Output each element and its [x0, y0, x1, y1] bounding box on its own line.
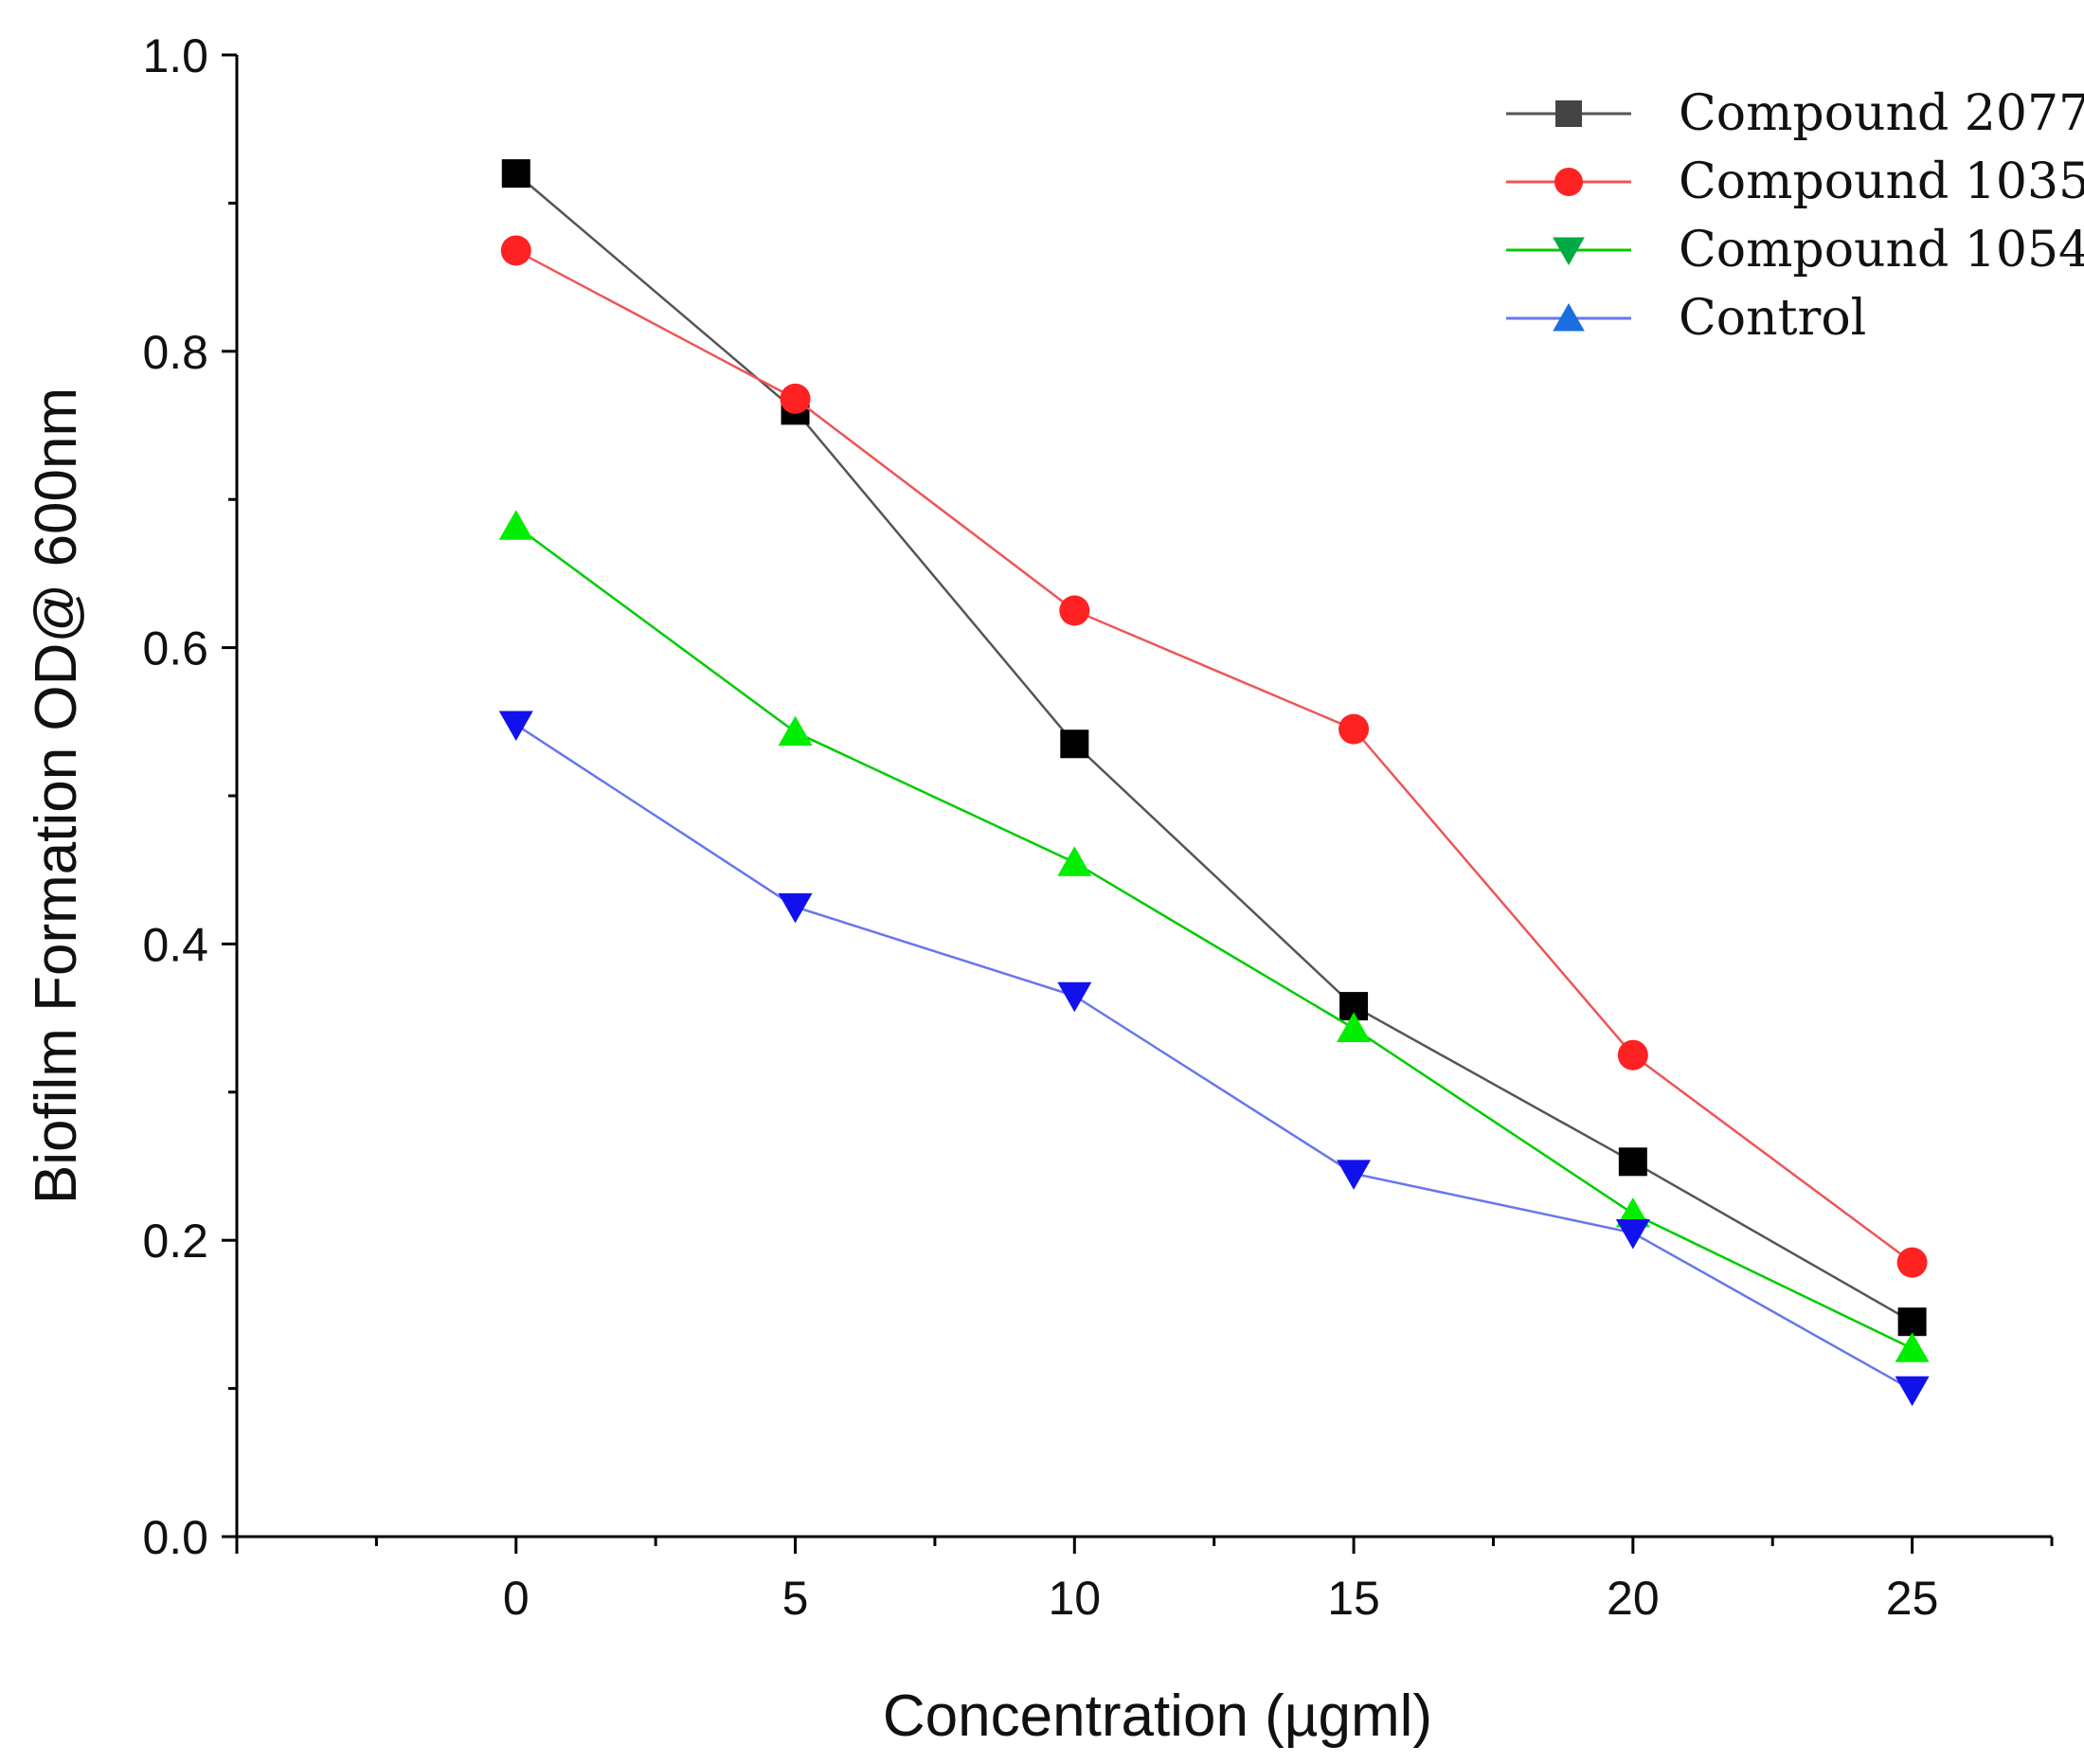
data-point-triangle-up	[1337, 1012, 1372, 1042]
data-point-triangle-down	[1553, 237, 1585, 265]
legend-item: Compound 2077	[1506, 85, 2084, 142]
data-point-circle	[1896, 1247, 1928, 1278]
data-point-triangle-up	[1553, 303, 1585, 332]
x-axis-title: Concentration (µgml)	[883, 1683, 1432, 1749]
legend: Compound 2077 Compound 1035 Compound 1054 C…	[1506, 85, 2084, 347]
y-axis-title: Biofilm Formation OD@ 600nm	[24, 387, 89, 1204]
data-point-triangle-down	[1615, 1218, 1650, 1250]
legend-item: Compound 1035	[1506, 153, 2084, 210]
x-tick-label: 20	[1607, 1572, 1660, 1625]
x-tick-label: 0	[503, 1572, 530, 1625]
x-tick-label: 25	[1886, 1572, 1939, 1625]
data-point-triangle-down	[1895, 1376, 1930, 1407]
series-compound-1054	[498, 510, 1930, 1362]
data-point-square	[1555, 100, 1582, 127]
legend-label: Control	[1679, 290, 1866, 347]
y-tick-label: 0.0	[142, 1511, 208, 1564]
series-line	[515, 525, 1913, 1350]
series-line	[514, 172, 1913, 1323]
data-point-circle	[1338, 713, 1370, 745]
legend-label: Compound 1035	[1679, 153, 2084, 210]
legend-item: Control	[1506, 290, 1866, 347]
y-tick-label: 0.6	[142, 622, 208, 675]
y-tick-label: 0.4	[142, 918, 208, 971]
data-point-triangle-up	[1895, 1332, 1930, 1362]
x-ticks: 0 5 10 15 20 25	[235, 1537, 2054, 1625]
data-point-triangle-up	[498, 510, 533, 540]
y-ticks: 0.0 0.2 0.4 0.6 0.8 1.0	[142, 29, 237, 1564]
x-tick-label: 10	[1048, 1572, 1101, 1625]
plot-area: 0.0 0.2 0.4 0.6 0.8 1.0 0 5 10 15 20 25	[142, 29, 2054, 1625]
x-tick-label: 15	[1327, 1572, 1380, 1625]
series-compound-1035	[500, 235, 1928, 1278]
legend-label: Compound 2077	[1679, 85, 2084, 142]
data-point-triangle-down	[1057, 981, 1092, 1013]
data-point-triangle-down	[1337, 1160, 1372, 1190]
series-line	[515, 723, 1913, 1392]
y-tick-label: 0.2	[142, 1215, 208, 1268]
data-point-triangle-down	[498, 711, 533, 742]
series-layer	[498, 159, 1930, 1407]
data-point-circle	[780, 383, 811, 414]
data-point-square	[1060, 729, 1089, 759]
data-point-square	[1618, 1147, 1647, 1177]
y-tick-label: 0.8	[142, 326, 208, 379]
series-line	[515, 249, 1913, 1264]
data-point-square	[1897, 1307, 1927, 1337]
legend-label: Compound 1054	[1679, 222, 2084, 279]
data-point-circle	[1059, 595, 1090, 626]
data-point-circle	[1617, 1039, 1648, 1071]
x-tick-label: 5	[782, 1572, 809, 1625]
data-point-circle	[500, 235, 531, 266]
data-point-circle	[1554, 168, 1583, 196]
data-point-triangle-down	[778, 892, 813, 924]
series-control	[498, 711, 1930, 1407]
data-point-triangle-up	[1057, 846, 1092, 876]
data-point-triangle-up	[778, 715, 813, 747]
legend-item: Compound 1054	[1506, 222, 2084, 279]
y-tick-label: 1.0	[142, 29, 208, 82]
data-point-square	[501, 159, 530, 189]
